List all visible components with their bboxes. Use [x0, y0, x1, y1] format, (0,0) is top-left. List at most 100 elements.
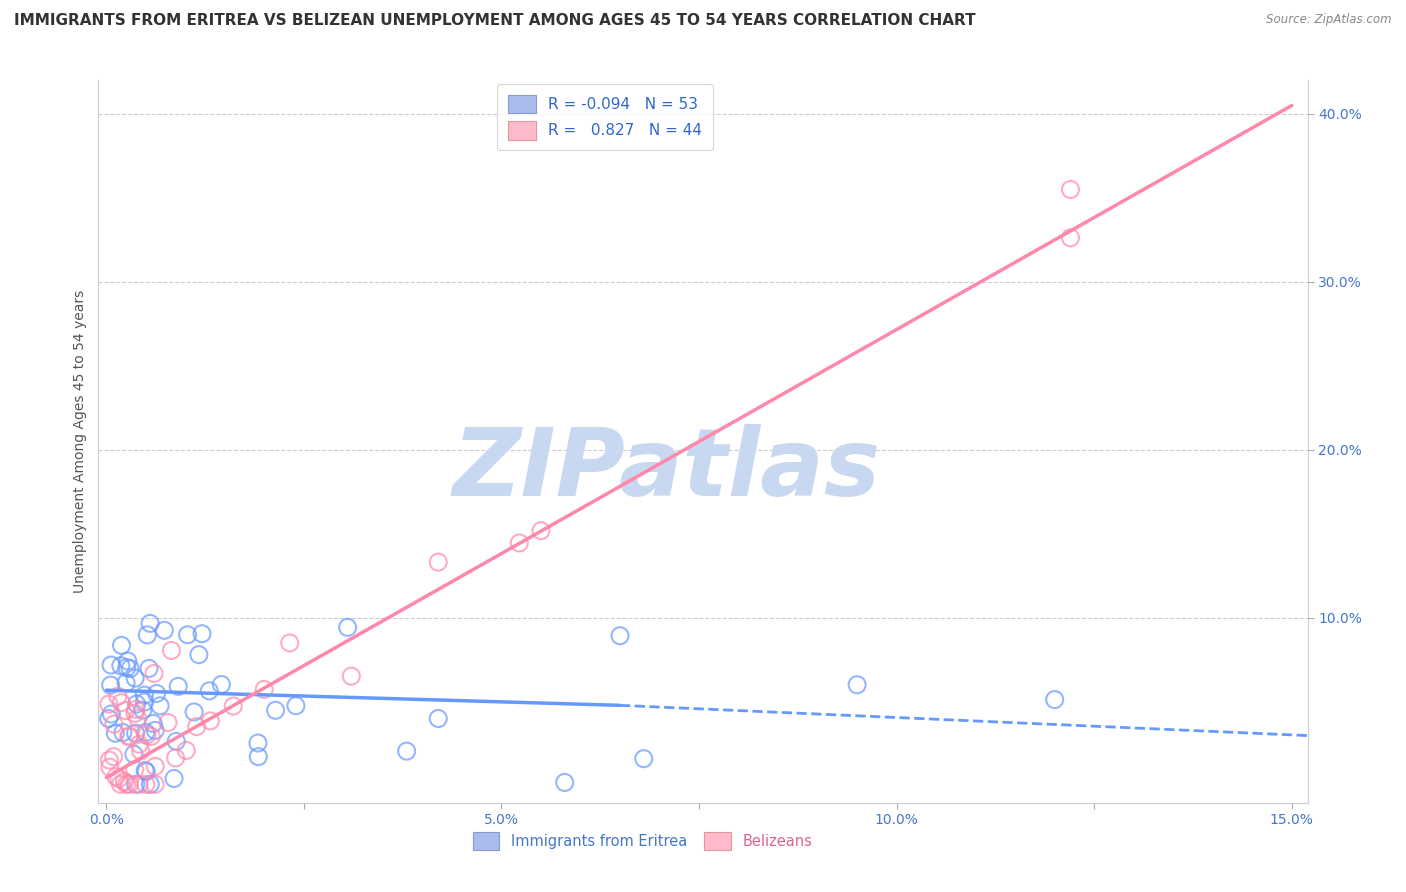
Point [124, 763, 146, 777]
Point [135, 777, 157, 791]
Point [103, 749, 125, 764]
Point [143, 666, 166, 681]
Point [508, 536, 530, 550]
Point [209, 677, 232, 691]
Point [114, 704, 136, 718]
Point [134, 688, 156, 702]
Text: Source: ZipAtlas.com: Source: ZipAtlas.com [1267, 13, 1392, 27]
Point [530, 524, 553, 538]
Point [187, 648, 209, 662]
Point [107, 772, 129, 786]
Point [124, 671, 146, 685]
Point [165, 734, 187, 748]
Point [176, 743, 198, 757]
Point [110, 639, 132, 653]
Point [138, 661, 160, 675]
Point [139, 777, 162, 791]
Point [336, 620, 359, 634]
Point [395, 744, 418, 758]
Point [253, 682, 276, 697]
Point [149, 698, 172, 713]
Point [124, 726, 146, 740]
Point [129, 744, 152, 758]
Point [120, 662, 142, 676]
Point [284, 698, 307, 713]
Point [135, 764, 157, 779]
Point [176, 628, 198, 642]
Point [115, 660, 138, 674]
Point [554, 775, 576, 789]
Point [1059, 182, 1081, 196]
Point [128, 777, 150, 791]
Point [200, 714, 222, 728]
Point [139, 616, 162, 631]
Point [107, 689, 129, 703]
Point [110, 777, 132, 791]
Point [167, 679, 190, 693]
Point [143, 759, 166, 773]
Point [156, 715, 179, 730]
Point [98, 760, 121, 774]
Point [1059, 231, 1081, 245]
Point [134, 764, 156, 778]
Point [198, 684, 221, 698]
Point [143, 777, 166, 791]
Point [141, 729, 163, 743]
Point [122, 747, 145, 762]
Point [125, 697, 148, 711]
Point [145, 686, 167, 700]
Point [124, 706, 146, 721]
Point [118, 730, 141, 744]
Point [278, 636, 301, 650]
Point [115, 676, 138, 690]
Point [143, 723, 166, 738]
Point [118, 729, 141, 743]
Point [846, 678, 869, 692]
Point [135, 728, 157, 742]
Point [98, 753, 121, 767]
Point [247, 749, 270, 764]
Point [134, 695, 156, 709]
Point [136, 628, 159, 642]
Text: ZIPatlas: ZIPatlas [453, 425, 880, 516]
Point [160, 643, 183, 657]
Point [97, 712, 120, 726]
Point [222, 699, 245, 714]
Point [127, 711, 149, 725]
Point [1043, 692, 1066, 706]
Point [633, 752, 655, 766]
Point [246, 736, 269, 750]
Point [110, 696, 132, 710]
Point [132, 703, 155, 717]
Point [153, 624, 176, 638]
Point [118, 777, 141, 791]
Point [100, 678, 122, 692]
Point [97, 697, 120, 711]
Point [128, 737, 150, 751]
Point [264, 703, 287, 717]
Point [165, 751, 187, 765]
Point [340, 669, 363, 683]
Legend: Immigrants from Eritrea, Belizeans: Immigrants from Eritrea, Belizeans [472, 832, 813, 850]
Point [114, 774, 136, 789]
Point [104, 770, 127, 784]
Point [110, 658, 132, 673]
Point [135, 725, 157, 739]
Point [103, 717, 125, 731]
Point [609, 629, 631, 643]
Point [125, 777, 148, 791]
Point [100, 658, 122, 673]
Point [117, 654, 139, 668]
Point [100, 706, 122, 721]
Point [427, 711, 450, 725]
Point [111, 725, 134, 739]
Point [427, 555, 450, 569]
Point [191, 626, 214, 640]
Point [125, 702, 148, 716]
Point [104, 726, 127, 740]
Point [142, 716, 165, 731]
Point [186, 720, 208, 734]
Text: IMMIGRANTS FROM ERITREA VS BELIZEAN UNEMPLOYMENT AMONG AGES 45 TO 54 YEARS CORRE: IMMIGRANTS FROM ERITREA VS BELIZEAN UNEM… [14, 13, 976, 29]
Point [163, 772, 186, 786]
Point [183, 705, 205, 719]
